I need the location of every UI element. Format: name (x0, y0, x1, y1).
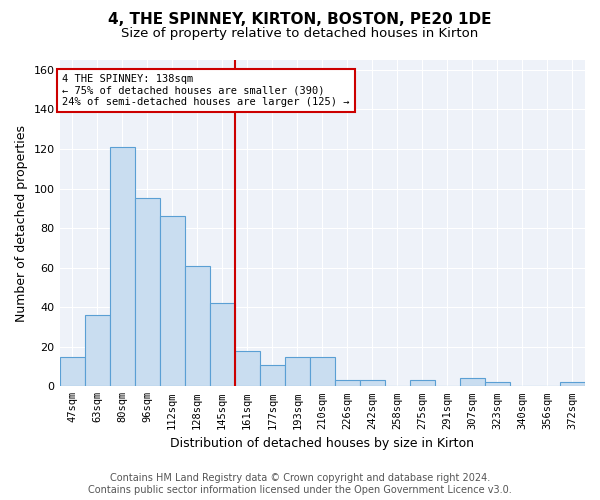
X-axis label: Distribution of detached houses by size in Kirton: Distribution of detached houses by size … (170, 437, 474, 450)
Bar (160, 216, 185, 386)
Bar (460, 378, 485, 386)
Y-axis label: Number of detached properties: Number of detached properties (15, 124, 28, 322)
Bar (260, 364, 285, 386)
Bar (485, 382, 510, 386)
Bar (335, 380, 360, 386)
Bar (360, 380, 385, 386)
Bar (59, 356, 85, 386)
Text: 4 THE SPINNEY: 138sqm
← 75% of detached houses are smaller (390)
24% of semi-det: 4 THE SPINNEY: 138sqm ← 75% of detached … (62, 74, 350, 107)
Bar (185, 266, 209, 386)
Bar (310, 356, 335, 386)
Bar (285, 356, 310, 386)
Bar (560, 382, 585, 386)
Text: Contains HM Land Registry data © Crown copyright and database right 2024.
Contai: Contains HM Land Registry data © Crown c… (88, 474, 512, 495)
Bar (235, 350, 260, 386)
Text: 4, THE SPINNEY, KIRTON, BOSTON, PE20 1DE: 4, THE SPINNEY, KIRTON, BOSTON, PE20 1DE (108, 12, 492, 28)
Text: Size of property relative to detached houses in Kirton: Size of property relative to detached ho… (121, 28, 479, 40)
Bar (110, 147, 134, 386)
Bar (85, 315, 110, 386)
Bar (410, 380, 435, 386)
Bar (209, 303, 235, 386)
Bar (134, 198, 160, 386)
